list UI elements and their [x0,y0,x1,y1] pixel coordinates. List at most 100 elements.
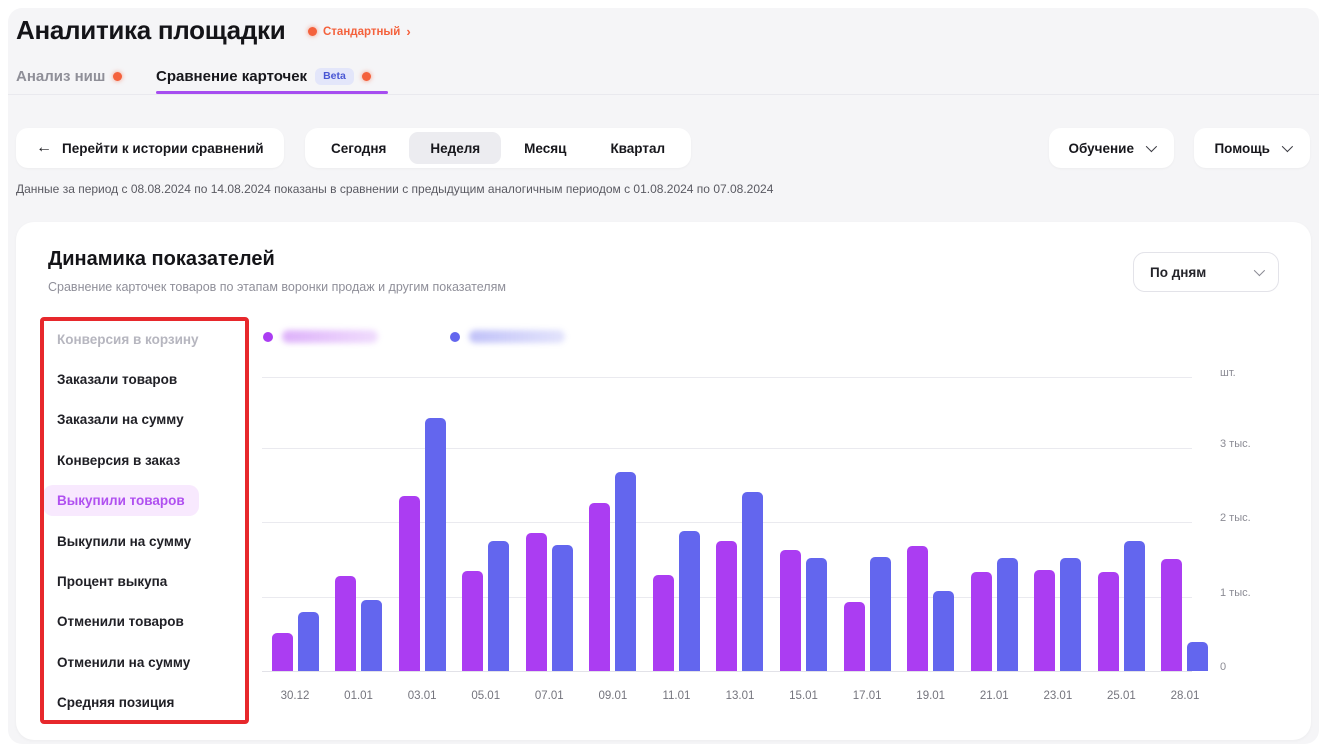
metric-item[interactable]: Отменили на сумму [44,642,244,682]
bar-series-1 [907,546,928,671]
bar-series-2 [425,418,446,671]
granularity-value: По дням [1150,265,1206,280]
legend-item-1[interactable] [263,330,378,343]
y-axis-tick-label: 1 тыс. [1220,587,1251,599]
y-axis-tick-label: 0 [1220,661,1226,673]
metric-label: Процент выкупа [57,574,167,589]
bar-series-1 [1034,570,1055,671]
chart-legend [263,330,565,343]
x-axis-label: 19.01 [901,690,961,702]
metric-item: Конверсия в корзину [44,319,244,359]
chevron-right-icon: › [406,25,410,38]
x-axis-label: 21.01 [964,690,1024,702]
page-title: Аналитика площадки [16,15,285,46]
bar-series-1 [653,575,674,671]
bar-group [1034,558,1081,671]
segment-3[interactable]: Квартал [589,132,686,164]
bar-series-2 [298,612,319,671]
legend-item-2[interactable] [450,330,565,343]
bar-series-1 [971,572,992,671]
help-dropdown-button[interactable]: Помощь [1194,128,1310,168]
bar-series-1 [1161,559,1182,671]
bar-series-1 [335,576,356,671]
legend-dot [263,332,273,342]
card-subtitle: Сравнение карточек товаров по этапам вор… [48,280,506,294]
bar-series-2 [552,545,573,671]
segment-2[interactable]: Месяц [503,132,587,164]
bar-series-1 [526,533,547,671]
bar-series-2 [806,558,827,671]
legend-label-redacted [469,330,565,343]
bar-group [335,576,382,671]
metric-item[interactable]: Отменили товаров [44,602,244,642]
metric-label: Отменили на сумму [57,655,190,670]
period-segmented-control: СегодняНеделяМесяцКвартал [305,128,691,168]
chevron-down-icon [1146,141,1157,152]
x-axis-label: 01.01 [329,690,389,702]
bar-series-2 [1124,541,1145,671]
metric-item[interactable]: Выкупили товаров [44,481,244,521]
bar-group [844,557,891,671]
bar-series-1 [716,541,737,671]
bar-series-1 [462,571,483,671]
plan-badge[interactable]: Стандартный › [308,25,411,38]
bar-series-2 [1060,558,1081,671]
tab-niche-analysis[interactable]: Анализ ниш [16,68,122,85]
metric-item[interactable]: Выкупили на сумму [44,521,244,561]
metric-label: Выкупили на сумму [57,534,191,549]
metric-label: Заказали на сумму [57,412,184,427]
metric-item[interactable]: Заказали на сумму [44,400,244,440]
metric-item[interactable]: Процент выкупа [44,561,244,601]
bar-group [1098,541,1145,671]
bar-series-1 [1098,572,1119,671]
x-axis: 30.1201.0103.0105.0107.0109.0111.0113.01… [262,690,1192,706]
x-axis-label: 28.01 [1155,690,1215,702]
bar-series-2 [679,531,700,671]
chevron-down-icon [1254,265,1265,276]
history-back-button[interactable]: ← Перейти к истории сравнений [16,128,284,168]
dynamics-card: Динамика показателей Сравнение карточек … [16,222,1311,740]
metric-label: Средняя позиция [57,695,174,710]
segment-1[interactable]: Неделя [409,132,501,164]
bar-series-2 [742,492,763,671]
bar-group [907,546,954,671]
bar-group [653,531,700,671]
back-button-label: Перейти к истории сравнений [62,141,264,156]
bar-series-1 [589,503,610,671]
bar-series-2 [361,600,382,671]
bar-group [716,492,763,671]
y-axis-tick-label: шт. [1220,367,1236,379]
x-axis-label: 07.01 [519,690,579,702]
training-dropdown-button[interactable]: Обучение [1049,128,1174,168]
metric-label: Заказали товаров [57,372,177,387]
metric-list: Конверсия в корзину Заказали товаров Заказ… [44,319,244,723]
metric-label: Конверсия в корзину [57,332,199,347]
x-axis-label: 25.01 [1091,690,1151,702]
bar-series-2 [997,558,1018,671]
y-axis-tick-label: 3 тыс. [1220,438,1251,450]
gridline [262,377,1192,378]
tabs-divider [8,94,1319,95]
period-note: Данные за период с 08.08.2024 по 14.08.2… [16,182,773,196]
bar-series-2 [615,472,636,671]
metric-label: Отменили товаров [57,614,184,629]
x-axis-label: 30.12 [265,690,325,702]
notification-dot [362,72,371,81]
tab-card-comparison[interactable]: Сравнение карточек Beta [156,68,371,85]
segment-0[interactable]: Сегодня [310,132,407,164]
bar-series-1 [399,496,420,671]
bar-series-1 [844,602,865,671]
x-axis-label: 11.01 [646,690,706,702]
metric-item[interactable]: Средняя позиция [44,683,244,723]
bar-series-2 [488,541,509,671]
metric-item[interactable]: Конверсия в заказ [44,440,244,480]
bar-series-1 [780,550,801,671]
bar-group [780,550,827,671]
metric-label: Конверсия в заказ [57,453,180,468]
x-axis-label: 03.01 [392,690,452,702]
bar-group [1161,559,1208,671]
plot-area [262,378,1192,672]
x-axis-label: 05.01 [456,690,516,702]
metric-item[interactable]: Заказали товаров [44,359,244,399]
granularity-dropdown[interactable]: По дням [1133,252,1279,292]
